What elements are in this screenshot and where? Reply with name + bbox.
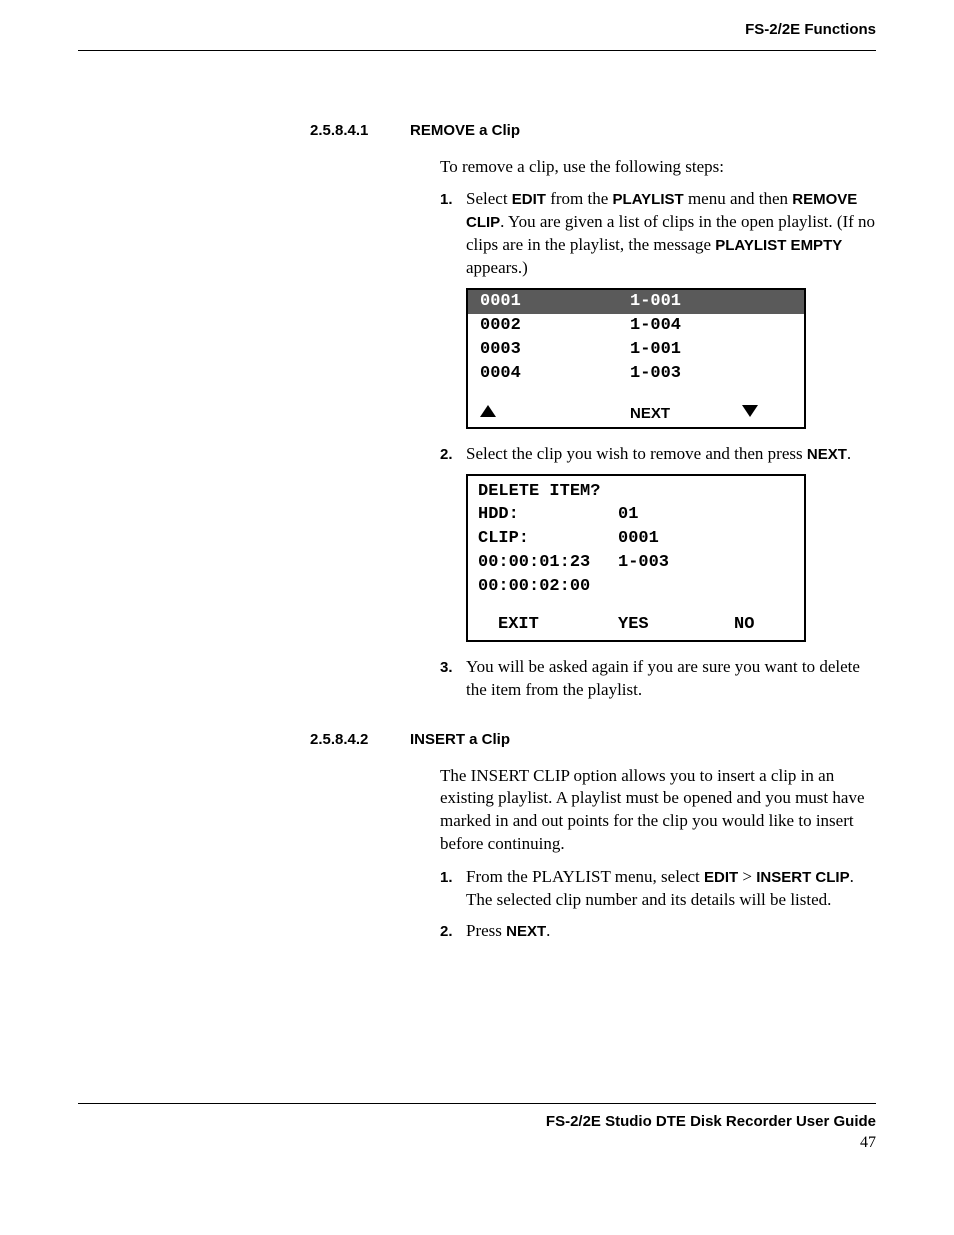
next-label: NEXT	[630, 404, 742, 424]
clip-list-screen: 0001 1-001 0002 1-004 0003 1-001 0004 1-…	[466, 288, 806, 428]
clip-index: 0004	[480, 363, 630, 385]
next-label: NEXT	[807, 446, 847, 463]
section-heading-row: 2.5.8.4.1 REMOVE a Clip	[310, 121, 876, 141]
steps-list-3: 3. You will be asked again if you are su…	[440, 656, 876, 702]
playlist-empty-label: PLAYLIST EMPTY	[715, 237, 842, 254]
step-number: 3.	[440, 656, 466, 702]
clip-row: 0003 1-001	[468, 338, 804, 362]
clip-id: 1-003	[630, 363, 792, 385]
page-container: FS-2/2E Functions 2.5.8.4.1 REMOVE a Cli…	[0, 0, 954, 1194]
hdd-value: 01	[618, 503, 794, 527]
intro-paragraph: The INSERT CLIP option allows you to ins…	[440, 765, 876, 857]
text: menu and then	[684, 189, 793, 208]
no-label: NO	[734, 613, 794, 637]
clip-row: 0002 1-004	[468, 314, 804, 338]
section-title: INSERT a Clip	[410, 730, 876, 750]
clip-id: 1-001	[630, 291, 792, 313]
steps-list-1: 1. Select EDIT from the PLAYLIST menu an…	[440, 188, 876, 280]
delete-confirm-screen: DELETE ITEM? HDD: 01 CLIP: 0001 00:00:01…	[466, 474, 806, 643]
clip-index: 0002	[480, 315, 630, 337]
prompt-text: DELETE ITEM?	[478, 480, 618, 504]
section-title: REMOVE a Clip	[410, 121, 876, 141]
clip-id: 1-004	[630, 315, 792, 337]
up-arrow-icon	[480, 403, 630, 425]
clip-index: 0001	[480, 291, 630, 313]
section2-content: The INSERT CLIP option allows you to ins…	[440, 765, 876, 944]
step-body: Select the clip you wish to remove and t…	[466, 443, 876, 466]
section-number: 2.5.8.4.1	[310, 121, 410, 141]
steps-list: 1. From the PLAYLIST menu, select EDIT >…	[440, 866, 876, 943]
clip-id: 1-003	[618, 551, 794, 575]
step-number: 2.	[440, 920, 466, 943]
step-2: 2. Press NEXT.	[440, 920, 876, 943]
clip-index: 0003	[480, 339, 630, 361]
down-arrow-icon	[742, 403, 792, 425]
step-3: 3. You will be asked again if you are su…	[440, 656, 876, 702]
step-number: 2.	[440, 443, 466, 466]
yes-label: YES	[618, 613, 734, 637]
section-insert-clip: 2.5.8.4.2 INSERT a Clip The INSERT CLIP …	[78, 730, 876, 943]
footer-page-number: 47	[78, 1132, 876, 1154]
text: appears.)	[466, 258, 528, 277]
text: from the	[546, 189, 613, 208]
text: .	[546, 921, 550, 940]
delete-prompt: DELETE ITEM?	[478, 480, 794, 504]
step-number: 1.	[440, 866, 466, 912]
step-body: Press NEXT.	[466, 920, 876, 943]
footer-title: FS-2/2E Studio DTE Disk Recorder User Gu…	[78, 1112, 876, 1132]
page-header: FS-2/2E Functions	[78, 20, 876, 51]
intro-paragraph: To remove a clip, use the following step…	[440, 156, 876, 179]
step-2: 2. Select the clip you wish to remove an…	[440, 443, 876, 466]
screen-footer: NEXT	[468, 401, 804, 427]
text: Select the clip you wish to remove and t…	[466, 444, 807, 463]
step-1: 1. Select EDIT from the PLAYLIST menu an…	[440, 188, 876, 280]
page-footer: FS-2/2E Studio DTE Disk Recorder User Gu…	[78, 1103, 876, 1154]
clip-id: 1-001	[630, 339, 792, 361]
section-heading-row: 2.5.8.4.2 INSERT a Clip	[310, 730, 876, 750]
timecode-in: 00:00:01:23	[478, 551, 618, 575]
text: Press	[466, 921, 506, 940]
step-body: You will be asked again if you are sure …	[466, 656, 876, 702]
text: Select	[466, 189, 512, 208]
clip-row: CLIP: 0001	[478, 527, 794, 551]
step-body: From the PLAYLIST menu, select EDIT > IN…	[466, 866, 876, 912]
step-body: Select EDIT from the PLAYLIST menu and t…	[466, 188, 876, 280]
text: From the PLAYLIST menu, select	[466, 867, 704, 886]
next-label: NEXT	[506, 923, 546, 940]
step-1: 1. From the PLAYLIST menu, select EDIT >…	[440, 866, 876, 912]
section1-content: To remove a clip, use the following step…	[440, 156, 876, 703]
clip-row-selected: 0001 1-001	[468, 290, 804, 314]
edit-label: EDIT	[512, 191, 546, 208]
timecode-row: 00:00:01:23 1-003	[478, 551, 794, 575]
hdd-row: HDD: 01	[478, 503, 794, 527]
confirm-footer: EXIT YES NO	[478, 613, 794, 637]
section-number: 2.5.8.4.2	[310, 730, 410, 750]
clip-value: 0001	[618, 527, 794, 551]
playlist-label: PLAYLIST	[613, 191, 684, 208]
hdd-label: HDD:	[478, 503, 618, 527]
edit-label: EDIT	[704, 869, 738, 886]
text: .	[847, 444, 851, 463]
step-number: 1.	[440, 188, 466, 280]
exit-label: EXIT	[478, 613, 618, 637]
clip-row: 0004 1-003	[468, 362, 804, 386]
steps-list-2: 2. Select the clip you wish to remove an…	[440, 443, 876, 466]
timecode-out: 00:00:02:00	[478, 575, 618, 599]
timecode-out-row: 00:00:02:00	[478, 575, 794, 599]
text: >	[738, 867, 756, 886]
clip-label: CLIP:	[478, 527, 618, 551]
section-remove-clip: 2.5.8.4.1 REMOVE a Clip To remove a clip…	[78, 121, 876, 702]
insert-clip-label: INSERT CLIP	[756, 869, 849, 886]
